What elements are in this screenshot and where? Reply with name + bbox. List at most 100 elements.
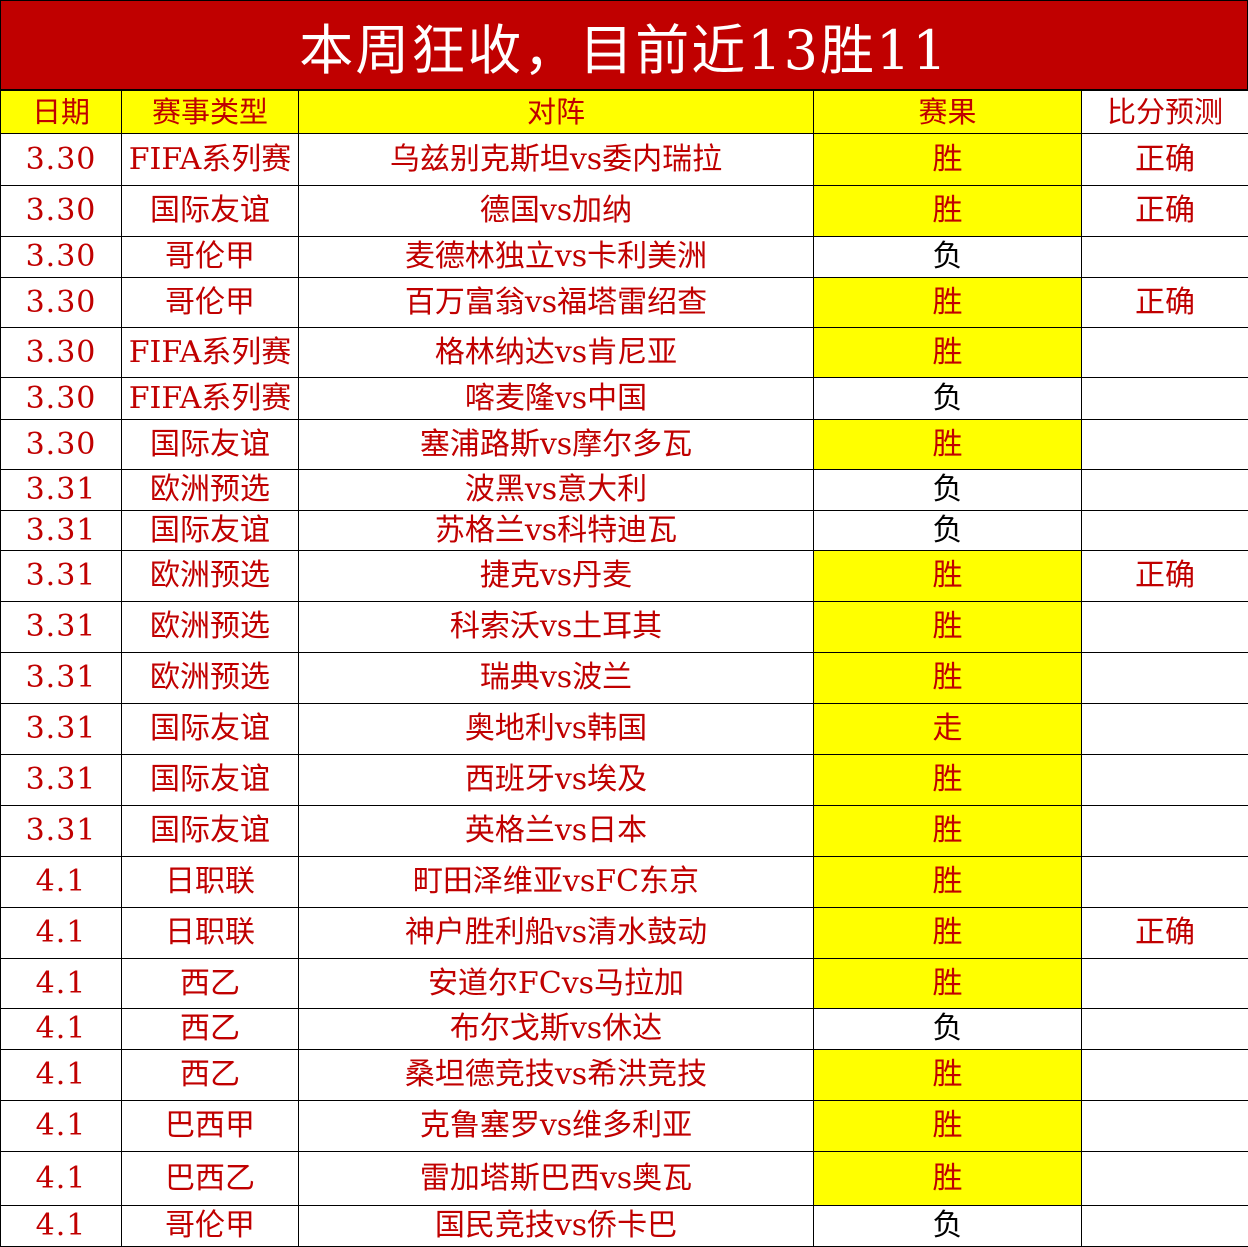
page-title: 本周狂收，目前近13胜11 [0, 0, 1248, 90]
date-cell: 4.1 [1, 1050, 122, 1101]
league-cell: 西乙 [122, 1009, 299, 1050]
score-prediction-cell [1082, 857, 1248, 908]
result-cell: 胜 [814, 602, 1082, 653]
league-cell: FIFA系列赛 [122, 134, 299, 186]
score-prediction-cell [1082, 470, 1248, 511]
result-cell: 胜 [814, 857, 1082, 908]
result-cell: 负 [814, 470, 1082, 511]
score-prediction-cell: 正确 [1082, 908, 1248, 959]
date-cell: 4.1 [1, 959, 122, 1009]
date-cell: 4.1 [1, 1009, 122, 1050]
result-cell: 负 [814, 1206, 1082, 1247]
match-cell: 捷克vs丹麦 [299, 551, 814, 602]
league-cell: 国际友谊 [122, 420, 299, 470]
league-cell: 巴西甲 [122, 1101, 299, 1152]
header-match: 对阵 [299, 91, 814, 134]
date-cell: 3.31 [1, 551, 122, 602]
result-cell: 胜 [814, 1050, 1082, 1101]
score-prediction-cell: 正确 [1082, 278, 1248, 328]
match-cell: 乌兹别克斯坦vs委内瑞拉 [299, 134, 814, 186]
score-prediction-cell [1082, 237, 1248, 278]
league-cell: FIFA系列赛 [122, 378, 299, 420]
date-cell: 3.30 [1, 237, 122, 278]
league-cell: 国际友谊 [122, 186, 299, 237]
league-cell: 哥伦甲 [122, 1206, 299, 1247]
result-cell: 胜 [814, 1152, 1082, 1206]
header-row: 日期 赛事类型 对阵 赛果 比分预测 [1, 91, 1248, 134]
match-cell: 波黑vs意大利 [299, 470, 814, 511]
result-cell: 负 [814, 378, 1082, 420]
date-cell: 3.30 [1, 278, 122, 328]
header-score-prediction: 比分预测 [1082, 91, 1248, 134]
header-league: 赛事类型 [122, 91, 299, 134]
match-cell: 国民竞技vs侨卡巴 [299, 1206, 814, 1247]
score-prediction-cell [1082, 806, 1248, 857]
date-cell: 3.30 [1, 378, 122, 420]
result-cell: 胜 [814, 1101, 1082, 1152]
score-prediction-cell: 正确 [1082, 134, 1248, 186]
result-cell: 胜 [814, 959, 1082, 1009]
date-cell: 3.31 [1, 755, 122, 806]
match-cell: 布尔戈斯vs休达 [299, 1009, 814, 1050]
match-cell: 町田泽维亚vsFC东京 [299, 857, 814, 908]
result-cell: 胜 [814, 328, 1082, 378]
header-date: 日期 [1, 91, 122, 134]
result-cell: 走 [814, 704, 1082, 755]
match-cell: 科索沃vs土耳其 [299, 602, 814, 653]
match-cell: 雷加塔斯巴西vs奥瓦 [299, 1152, 814, 1206]
result-cell: 胜 [814, 908, 1082, 959]
date-cell: 3.31 [1, 653, 122, 704]
date-cell: 3.30 [1, 420, 122, 470]
league-cell: 欧洲预选 [122, 653, 299, 704]
match-cell: 格林纳达vs肯尼亚 [299, 328, 814, 378]
league-cell: 哥伦甲 [122, 237, 299, 278]
match-cell: 神户胜利船vs清水鼓动 [299, 908, 814, 959]
league-cell: 西乙 [122, 959, 299, 1009]
score-prediction-cell [1082, 755, 1248, 806]
league-cell: 国际友谊 [122, 806, 299, 857]
date-cell: 4.1 [1, 1206, 122, 1247]
date-cell: 3.30 [1, 134, 122, 186]
score-prediction-cell [1082, 328, 1248, 378]
score-prediction-cell: 正确 [1082, 551, 1248, 602]
score-prediction-cell [1082, 1152, 1248, 1206]
league-cell: 国际友谊 [122, 511, 299, 551]
score-prediction-cell: 正确 [1082, 186, 1248, 237]
result-cell: 胜 [814, 653, 1082, 704]
result-cell: 胜 [814, 420, 1082, 470]
score-prediction-cell [1082, 1206, 1248, 1247]
date-cell: 3.31 [1, 511, 122, 551]
league-cell: FIFA系列赛 [122, 328, 299, 378]
score-prediction-cell [1082, 1009, 1248, 1050]
result-cell: 胜 [814, 186, 1082, 237]
header-result: 赛果 [814, 91, 1082, 134]
result-cell: 胜 [814, 278, 1082, 328]
date-cell: 4.1 [1, 1101, 122, 1152]
match-cell: 安道尔FCvs马拉加 [299, 959, 814, 1009]
date-cell: 4.1 [1, 1152, 122, 1206]
league-cell: 国际友谊 [122, 704, 299, 755]
date-cell: 3.30 [1, 328, 122, 378]
result-cell: 胜 [814, 551, 1082, 602]
match-cell: 克鲁塞罗vs维多利亚 [299, 1101, 814, 1152]
match-cell: 塞浦路斯vs摩尔多瓦 [299, 420, 814, 470]
league-cell: 欧洲预选 [122, 551, 299, 602]
league-cell: 日职联 [122, 857, 299, 908]
date-cell: 3.31 [1, 806, 122, 857]
